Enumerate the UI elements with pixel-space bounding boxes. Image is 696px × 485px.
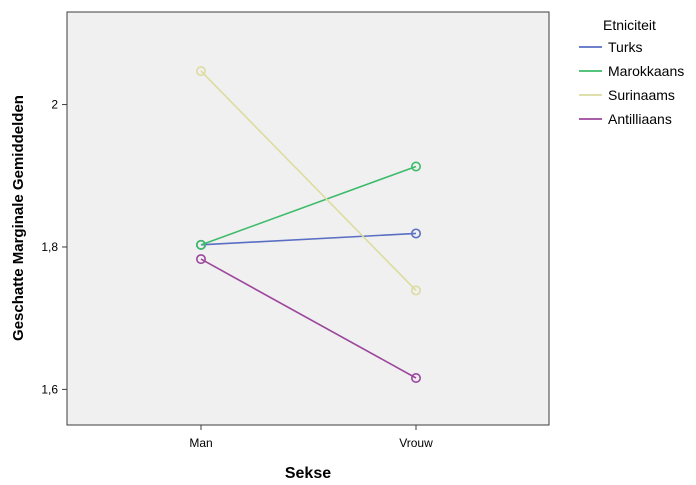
legend-item: Marokkaans bbox=[579, 63, 684, 79]
y-axis: 1,6 1,8 2 bbox=[41, 98, 67, 396]
series-marokkaans bbox=[196, 161, 421, 250]
y-tick-label: 2 bbox=[51, 98, 58, 112]
series-surinaams bbox=[196, 66, 421, 296]
legend-label: Antilliaans bbox=[608, 111, 672, 127]
legend-label: Marokkaans bbox=[608, 63, 684, 79]
x-tick-label: Man bbox=[189, 436, 212, 450]
series-line bbox=[200, 70, 417, 291]
legend-item: Turks bbox=[579, 39, 642, 55]
y-tick-label: 1,8 bbox=[41, 240, 58, 254]
legend-item: Antilliaans bbox=[579, 111, 672, 127]
legend-label: Surinaams bbox=[608, 87, 675, 103]
series-line bbox=[200, 258, 417, 379]
legend-title: Etniciteit bbox=[603, 17, 656, 33]
data-point bbox=[196, 239, 207, 250]
series-line bbox=[200, 232, 417, 246]
series-line bbox=[200, 165, 417, 246]
series-layer bbox=[196, 66, 421, 383]
data-point bbox=[410, 161, 421, 172]
data-point bbox=[196, 66, 207, 77]
series-antilliaans bbox=[196, 254, 421, 383]
y-axis-title: Geschatte Marginale Gemiddelden bbox=[10, 95, 27, 341]
data-point bbox=[410, 372, 421, 383]
x-tick-label: Vrouw bbox=[399, 436, 433, 450]
x-axis: Man Vrouw bbox=[189, 425, 433, 450]
data-point bbox=[410, 228, 421, 239]
plot-area bbox=[66, 11, 550, 426]
data-point bbox=[410, 285, 421, 296]
legend-label: Turks bbox=[608, 39, 642, 55]
y-tick-label: 1,6 bbox=[41, 382, 58, 396]
legend-item: Surinaams bbox=[579, 87, 675, 103]
data-point bbox=[196, 254, 207, 265]
x-axis-title: Sekse bbox=[285, 465, 331, 480]
legend: Etniciteit Turks Marokkaans Surinaams Antil… bbox=[579, 17, 684, 127]
